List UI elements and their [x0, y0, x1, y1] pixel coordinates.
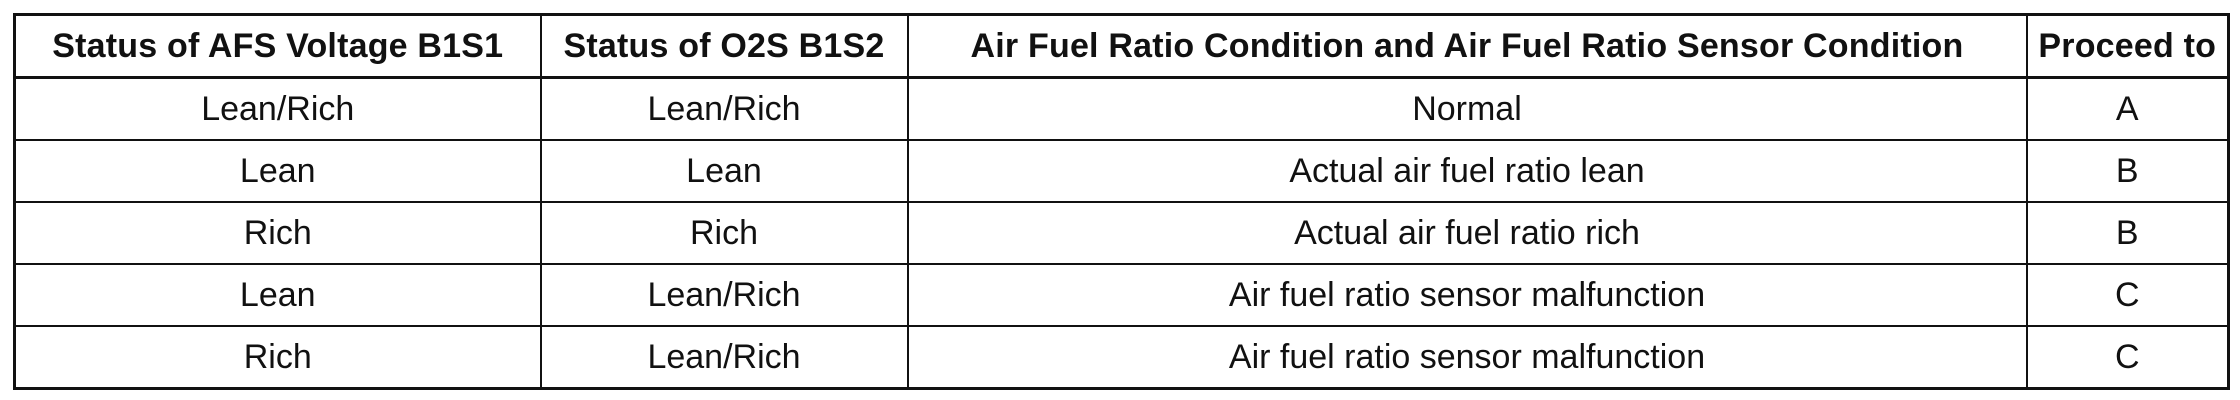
cell-condition: Normal: [906, 76, 2028, 141]
cell-condition: Actual air fuel ratio rich: [906, 201, 2028, 265]
cell-condition: Air fuel ratio sensor malfunction: [906, 325, 2028, 390]
cell-proceed-to: B: [2025, 139, 2230, 203]
table-row: Lean Lean/Rich Air fuel ratio sensor mal…: [13, 263, 2230, 327]
cell-afs-voltage: Rich: [13, 325, 542, 390]
cell-o2s-status: Lean: [539, 139, 909, 203]
cell-proceed-to: C: [2025, 263, 2230, 327]
header-afs-voltage: Status of AFS Voltage B1S1: [13, 13, 542, 79]
cell-condition: Air fuel ratio sensor malfunction: [906, 263, 2028, 327]
cell-o2s-status: Rich: [539, 201, 909, 265]
table-row: Lean/Rich Lean/Rich Normal A: [13, 76, 2230, 141]
cell-afs-voltage: Lean: [13, 263, 542, 327]
header-proceed-to: Proceed to: [2025, 13, 2230, 79]
table-container: Status of AFS Voltage B1S1 Status of O2S…: [13, 13, 2230, 390]
table-row: Rich Rich Actual air fuel ratio rich B: [13, 201, 2230, 265]
table-header-row: Status of AFS Voltage B1S1 Status of O2S…: [13, 13, 2230, 79]
diagnostic-table: Status of AFS Voltage B1S1 Status of O2S…: [13, 13, 2230, 390]
cell-o2s-status: Lean/Rich: [539, 263, 909, 327]
cell-proceed-to: A: [2025, 76, 2230, 141]
table-row: Rich Lean/Rich Air fuel ratio sensor mal…: [13, 325, 2230, 390]
cell-afs-voltage: Rich: [13, 201, 542, 265]
cell-condition: Actual air fuel ratio lean: [906, 139, 2028, 203]
cell-afs-voltage: Lean: [13, 139, 542, 203]
table-row: Lean Lean Actual air fuel ratio lean B: [13, 139, 2230, 203]
header-o2s-status: Status of O2S B1S2: [539, 13, 909, 79]
cell-o2s-status: Lean/Rich: [539, 325, 909, 390]
cell-o2s-status: Lean/Rich: [539, 76, 909, 141]
cell-afs-voltage: Lean/Rich: [13, 76, 542, 141]
cell-proceed-to: B: [2025, 201, 2230, 265]
header-condition: Air Fuel Ratio Condition and Air Fuel Ra…: [906, 13, 2028, 79]
cell-proceed-to: C: [2025, 325, 2230, 390]
